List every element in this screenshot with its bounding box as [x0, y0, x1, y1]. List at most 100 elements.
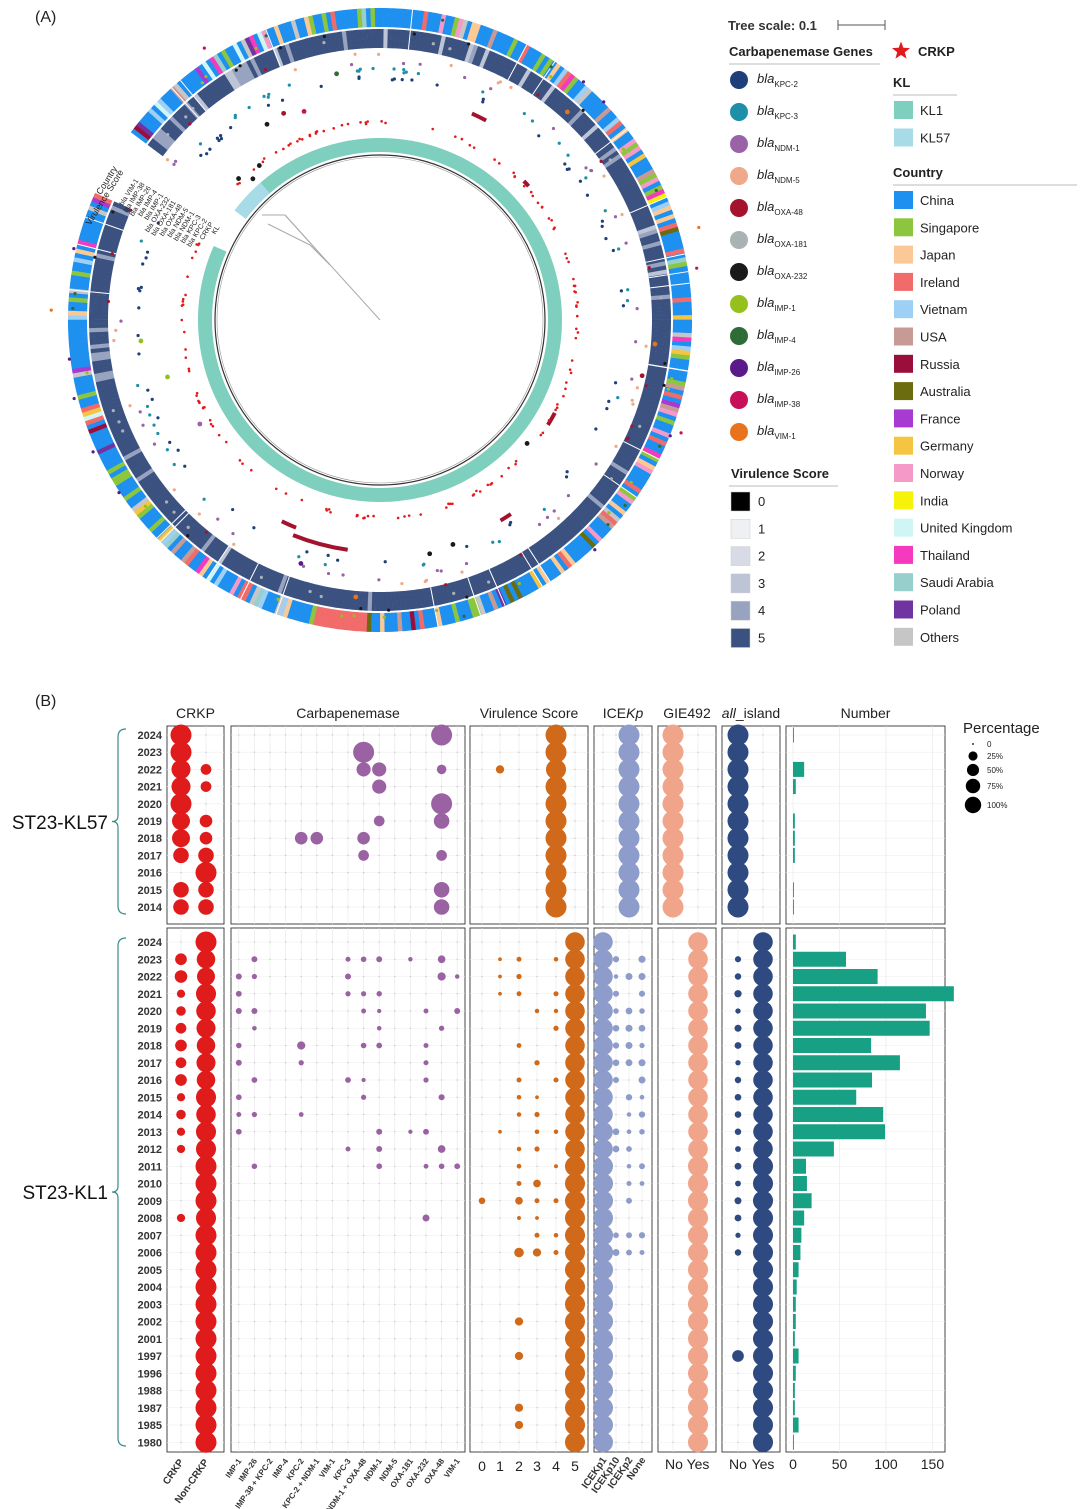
- icekp-dot: [625, 1059, 633, 1067]
- country-segment: [166, 88, 184, 107]
- country-segment: [106, 461, 126, 475]
- grid-dot: [269, 734, 271, 736]
- grid-dot: [285, 1079, 287, 1081]
- grid-dot: [300, 1200, 302, 1202]
- grid-dot: [363, 1372, 365, 1374]
- number-bar: [793, 1176, 807, 1191]
- grid-dot: [456, 906, 458, 908]
- grid-dot: [441, 1338, 443, 1340]
- grid-dot: [253, 751, 255, 753]
- country-segment: [89, 201, 110, 213]
- virulence-segment: [272, 47, 284, 68]
- country-segment: [392, 612, 399, 632]
- country-segment: [426, 608, 434, 629]
- ring-separator: [265, 29, 281, 68]
- all-island-dot: [752, 1380, 774, 1401]
- country-segment: [361, 612, 368, 632]
- country-segment: [513, 42, 527, 62]
- virulence-segment: [333, 32, 341, 52]
- grid-dot: [253, 786, 255, 788]
- grid-dot: [300, 1338, 302, 1340]
- grid-dot: [347, 1441, 349, 1443]
- grid-dot: [481, 1113, 483, 1116]
- carbapenemase-dot: [437, 1145, 446, 1153]
- country-segment: [672, 297, 692, 304]
- crkp-mark: [180, 318, 184, 322]
- legend-gene-label: blaKPC-3: [757, 103, 798, 121]
- gene-dot: [481, 100, 485, 104]
- country-segment: [244, 36, 257, 57]
- country-segment: [78, 394, 98, 405]
- grid-dot: [238, 786, 240, 788]
- gene-dot: [138, 289, 142, 293]
- grid-dot: [481, 1303, 483, 1305]
- grid-dot: [300, 1165, 302, 1167]
- virulence-segment: [89, 335, 109, 341]
- crkp-dot: [200, 764, 212, 775]
- virulence-segment: [102, 228, 122, 239]
- all-island-dot: [752, 1345, 774, 1367]
- country-segment: [379, 7, 385, 28]
- grid-dot: [536, 1303, 538, 1305]
- grid-dot: [316, 1286, 318, 1288]
- gene-dot: [121, 429, 125, 433]
- icekp-dot: [626, 1146, 632, 1152]
- gene-dot: [165, 158, 170, 162]
- legend-country-swatch: [894, 545, 913, 564]
- virulence-dot: [545, 724, 567, 746]
- grid-dot: [394, 1182, 396, 1185]
- country-segment: [666, 378, 686, 387]
- virulence-segment: [556, 98, 572, 116]
- year-tick-label: 1996: [138, 1368, 162, 1380]
- grid-dot: [269, 941, 271, 943]
- number-bar: [793, 1210, 805, 1226]
- oxa48-cluster: [292, 533, 348, 552]
- grid-dot: [347, 1389, 349, 1392]
- grid-dot: [205, 803, 207, 805]
- country-segment: [470, 23, 482, 43]
- virulence-segment: [104, 408, 125, 419]
- gene-dot: [659, 296, 663, 300]
- virulence-dot: [564, 1156, 586, 1177]
- country-segment: [366, 612, 372, 632]
- grid-dot: [300, 786, 302, 788]
- virulence-segment: [94, 261, 114, 270]
- country-segment: [91, 196, 111, 209]
- gene-dot: [164, 500, 169, 504]
- grid-dot: [441, 1217, 443, 1219]
- country-segment: [656, 218, 677, 229]
- legend-country-label: Saudi Arabia: [920, 575, 994, 590]
- all-island-dot: [727, 793, 749, 815]
- virulence-segment: [337, 31, 345, 51]
- tree-tips-inner: [216, 156, 544, 484]
- crkp-dot: [195, 1345, 217, 1367]
- grid-dot: [456, 751, 458, 753]
- gene-dot-large: [264, 121, 270, 127]
- country-segment: [487, 591, 499, 611]
- virulence-segment: [97, 244, 118, 254]
- icekp-dot: [592, 1414, 614, 1436]
- virulence-segment: [612, 168, 631, 182]
- country-segment: [458, 19, 469, 39]
- country-segment: [261, 591, 273, 611]
- country-segment: [655, 415, 676, 426]
- grid-dot: [316, 1165, 318, 1167]
- grid-dot: [378, 1303, 380, 1305]
- tree-branch: [284, 214, 331, 266]
- crkp-dot: [198, 882, 214, 898]
- grid-dot: [347, 1286, 349, 1288]
- x-tick-label: CRKP: [161, 1457, 186, 1487]
- country-segment: [151, 519, 169, 536]
- legend-gene-label: blaIMP-26: [757, 359, 801, 377]
- grid-dot: [518, 803, 520, 805]
- grid-dot: [363, 941, 365, 943]
- gene-dot: [663, 361, 667, 366]
- grid-dot: [378, 1424, 380, 1426]
- grid-dot: [555, 1096, 557, 1098]
- grid-dot: [518, 854, 520, 857]
- grid-dot: [697, 820, 699, 822]
- virulence-segment: [632, 213, 653, 224]
- gene-dot: [326, 553, 330, 557]
- grid-dot: [300, 975, 302, 978]
- grid-dot: [441, 1389, 443, 1392]
